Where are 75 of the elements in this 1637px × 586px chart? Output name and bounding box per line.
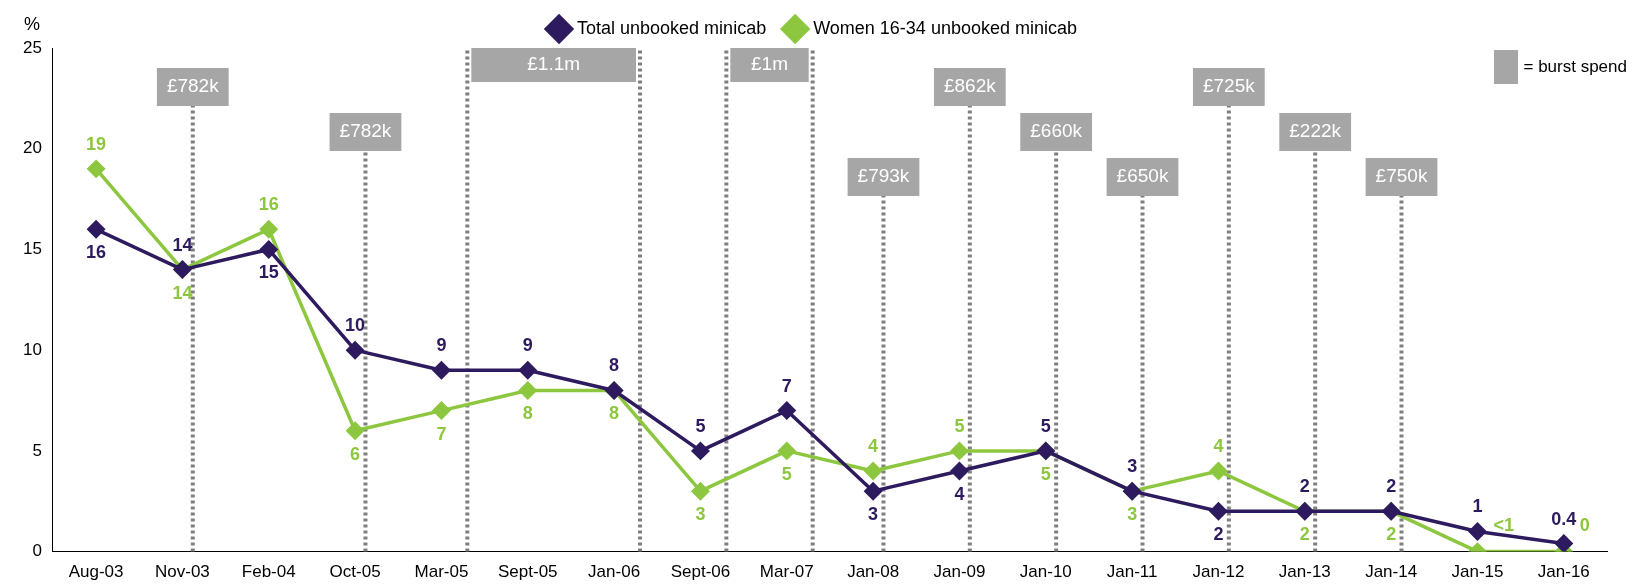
- y-tick-label: 0: [32, 541, 42, 561]
- data-label: 0.4: [1551, 508, 1577, 529]
- ref-line-label: £782k: [166, 75, 220, 97]
- ref-line-label: £725k: [1202, 75, 1256, 97]
- data-label: 2: [1299, 524, 1310, 545]
- data-label: 5: [1040, 415, 1051, 436]
- y-tick-label: 15: [22, 239, 42, 259]
- legend-label: Women 16-34 unbooked minicab: [813, 17, 1077, 38]
- band-label: £1.1m: [527, 53, 581, 75]
- data-label: 3: [1127, 504, 1138, 525]
- data-label: 3: [695, 504, 706, 525]
- data-label: 19: [86, 133, 107, 154]
- band-label: £1m: [751, 53, 788, 75]
- ref-line-label: £660k: [1030, 120, 1083, 142]
- data-label: 8: [522, 403, 533, 424]
- x-tick-label: Jan-08: [847, 562, 900, 582]
- legend-label: Total unbooked minicab: [577, 17, 767, 38]
- x-tick-label: Jan-06: [588, 562, 641, 582]
- data-label: 5: [1040, 463, 1051, 484]
- x-tick-label: Sept-06: [670, 562, 731, 582]
- ref-line-label: £222k: [1289, 120, 1342, 142]
- data-label: 2: [1299, 476, 1310, 497]
- ref-line-label: £782k: [339, 120, 392, 142]
- data-label: 0: [1579, 514, 1590, 535]
- y-tick-label: 10: [22, 339, 42, 359]
- x-tick-label: Oct-05: [329, 562, 381, 582]
- y-axis-title: %: [23, 13, 41, 34]
- data-label: 15: [258, 262, 279, 283]
- x-tick-label: Sept-05: [498, 562, 558, 582]
- data-label: 1: [1472, 496, 1483, 517]
- y-tick-label: 5: [32, 440, 42, 460]
- data-label: 8: [609, 355, 620, 376]
- ref-line-label: £793k: [857, 165, 910, 187]
- data-label: 6: [350, 443, 361, 464]
- x-tick-label: Mar-07: [759, 562, 814, 582]
- data-label: 5: [695, 415, 706, 436]
- y-tick-label: 20: [22, 138, 42, 158]
- data-label: 14: [172, 234, 193, 255]
- y-tick-label: 25: [22, 37, 42, 57]
- data-label: 8: [609, 403, 620, 424]
- x-tick-label: Aug-03: [68, 562, 124, 582]
- data-label: 10: [345, 315, 366, 336]
- x-tick-label: Jan-12: [1192, 562, 1245, 582]
- data-label: 5: [781, 463, 792, 484]
- x-tick-label: Jan-15: [1451, 562, 1504, 582]
- x-tick-label: Jan-13: [1278, 562, 1331, 582]
- data-label: 9: [522, 335, 533, 356]
- x-tick-label: Jan-10: [1019, 562, 1072, 582]
- x-tick-label: Mar-05: [414, 562, 469, 582]
- ref-line-label: £750k: [1375, 165, 1428, 187]
- x-tick-label: Nov-03: [155, 562, 210, 582]
- data-label: 7: [436, 423, 447, 444]
- data-label: 14: [172, 282, 193, 303]
- data-label: 3: [868, 504, 879, 525]
- x-tick-label: Jan-16: [1537, 562, 1590, 582]
- x-tick-label: Feb-04: [241, 562, 296, 582]
- ref-line-label: £862k: [943, 75, 997, 97]
- data-label: 7: [781, 375, 792, 396]
- data-label: 4: [868, 435, 879, 456]
- ref-line-label: £650k: [1116, 165, 1169, 187]
- data-label: 3: [1127, 456, 1138, 477]
- x-tick-label: Jan-14: [1365, 562, 1418, 582]
- data-label: 2: [1386, 476, 1397, 497]
- data-label: 4: [1213, 435, 1224, 456]
- data-label: 2: [1386, 524, 1397, 545]
- data-label: 5: [954, 415, 965, 436]
- data-label: 2: [1213, 524, 1224, 545]
- x-tick-label: Jan-11: [1106, 562, 1158, 582]
- data-label: 9: [436, 335, 447, 356]
- x-tick-label: Jan-09: [933, 562, 986, 582]
- data-label: <1: [1493, 514, 1515, 535]
- data-label: 16: [258, 194, 279, 215]
- data-label: 4: [954, 483, 965, 504]
- annotation: = burst spend: [1523, 57, 1627, 77]
- data-label: 16: [86, 242, 107, 263]
